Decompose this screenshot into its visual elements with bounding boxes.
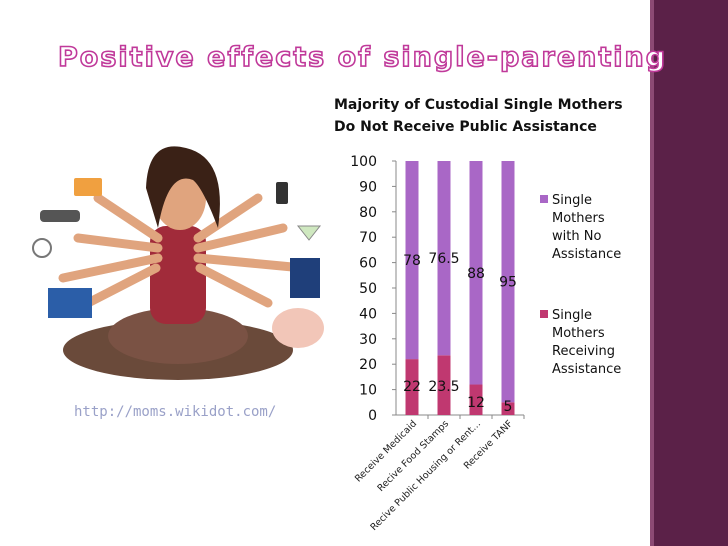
y-tick-label: 70 [359,230,377,246]
skirt-shape [108,308,248,364]
baby-icon [272,308,324,348]
laptop-icon [48,288,92,318]
cocktail-glass-icon [296,225,322,241]
data-label-receiving: 12 [467,395,485,411]
legend-label-no-assistance: Mothers [552,211,605,226]
y-tick-label: 50 [359,281,377,297]
legend-swatch-no-assistance [540,195,548,203]
legend-label-receiving: Mothers [552,326,605,341]
chart-panel: Majority of Custodial Single Mothers Do … [330,92,650,546]
bar-no-assistance [437,161,451,356]
credit-link[interactable]: http://moms.wikidot.com/ [74,404,277,420]
phone-icon [276,182,288,204]
book-icon [290,258,320,298]
arms-group [58,193,308,308]
multitasking-mother-illustration-icon [32,146,324,380]
y-tick-label: 100 [350,154,377,170]
whisk-icon [32,238,52,258]
hair-shape [146,146,220,228]
torso-shape [150,226,206,324]
chart-title-line-2: Do Not Receive Public Assistance [334,119,597,135]
legend-label-no-assistance: Single [552,193,592,208]
y-tick-label: 60 [359,256,377,272]
legend-label-receiving: Assistance [552,362,621,377]
bar-receiving-assistance [437,355,451,415]
credit-card-icon [74,178,102,196]
legend-label-receiving: Single [552,308,592,323]
data-label-no-assistance: 95 [499,275,517,291]
bar-no-assistance [469,161,483,385]
data-label-no-assistance: 78 [403,253,421,269]
y-tick-label: 80 [359,205,377,221]
legend-label-no-assistance: Assistance [552,247,621,262]
slide-title: Positive effects of single-parenting [57,41,668,74]
legend-label-no-assistance: with No [552,229,601,244]
y-tick-label: 0 [368,408,377,424]
data-label-no-assistance: 88 [467,266,485,282]
bar-receiving-assistance [405,359,419,415]
data-label-receiving: 23.5 [428,379,459,395]
bar-no-assistance [501,161,515,403]
bar-receiving-assistance [469,384,483,415]
side-accent-bar [650,0,728,546]
data-label-receiving: 5 [504,399,513,415]
bar-no-assistance [405,161,419,360]
data-label-receiving: 22 [403,379,421,395]
y-tick-label: 90 [359,179,377,195]
bar-receiving-assistance [501,402,515,415]
legend-label-receiving: Receiving [552,344,615,359]
y-tick-label: 10 [359,383,377,399]
chart-title-line-1: Majority of Custodial Single Mothers [334,97,623,113]
y-tick-label: 40 [359,306,377,322]
y-tick-label: 30 [359,332,377,348]
legend-swatch-receiving [540,310,548,318]
data-label-no-assistance: 76.5 [428,251,459,267]
y-tick-label: 20 [359,357,377,373]
chart-title: Majority of Custodial Single Mothers Do … [334,94,623,138]
dumbbell-icon [40,210,80,222]
